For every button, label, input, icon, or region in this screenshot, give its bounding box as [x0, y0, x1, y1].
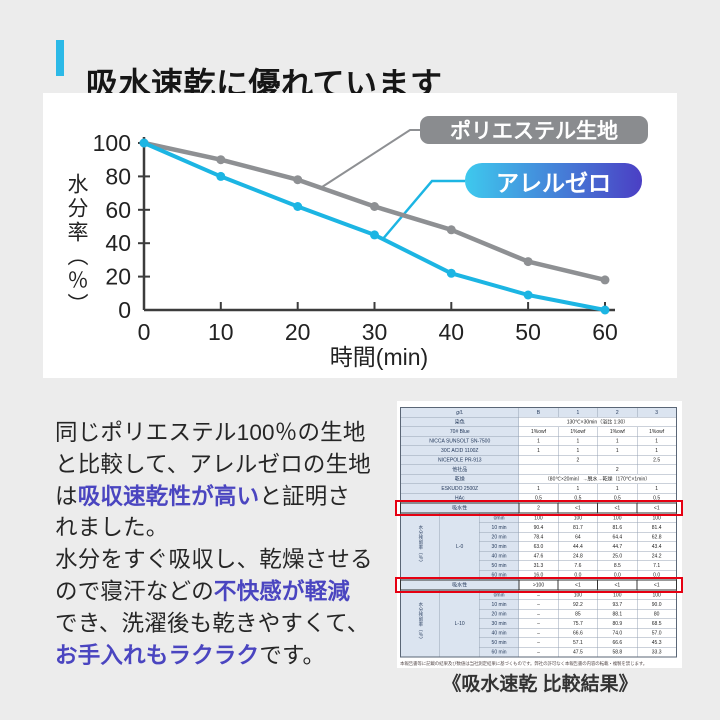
series-polyester: [139, 138, 610, 285]
description-plain-text: と証明さ: [259, 483, 351, 509]
table-row: 10 min 90.4 81.7 81.6 81.4: [401, 522, 677, 533]
svg-text:80: 80: [105, 163, 131, 189]
table-row: 70# Blue 1%owf 1%owf 1%owf 1%owf: [400, 426, 677, 437]
description-plain-text: 同じポリエステル100％の生地: [55, 420, 366, 445]
table-footnote: 本報告書等に記載の結果及び数値は当社測定結果に基づくものです。弊社の許可なく本報…: [400, 661, 648, 666]
result-table-scaled: g/L B 1 2 3 染色 130℃×30min（浴比 1:30） 70# Blue 1%ow…: [400, 407, 678, 667]
svg-text:40: 40: [105, 230, 131, 256]
description-line: は吸収速乾性が高いと証明さ: [55, 481, 405, 513]
description-em-text: 不快感が軽減: [213, 578, 351, 604]
table-row: 30C ACID 1100Z 1 1 1 1: [400, 445, 677, 456]
svg-text:40: 40: [439, 319, 465, 345]
result-table-panel: g/L B 1 2 3 染色 130℃×30min（浴比 1:30） 70# Blue 1%ow…: [394, 401, 683, 668]
x-axis-label: 時間(min): [330, 344, 428, 370]
description-plain-text: ので寝汗などの: [55, 578, 214, 604]
x-tick-labels: 0 10 20 30 40 50 60: [138, 319, 618, 345]
table-row: 水分残留率（％） L-10 0min –100 100 100: [400, 589, 677, 658]
svg-text:50: 50: [515, 319, 541, 345]
table-row: 60 min –47.5 58.8 33.3: [401, 647, 677, 658]
svg-text:100: 100: [93, 130, 131, 156]
svg-text:60: 60: [105, 197, 131, 223]
svg-text:20: 20: [105, 264, 131, 290]
table-row: 20 min –85 88.1 80: [401, 609, 677, 619]
svg-text:60: 60: [592, 319, 618, 345]
description-line: 水分をすぐ吸収し、乾燥させる: [55, 544, 405, 576]
table-header-row: g/L B 1 2 3: [400, 407, 677, 418]
y-axis-label: 水分率（％）: [65, 173, 88, 317]
chart-svg: 0 10 20 30 40 50 60 0 20 40 60 80 100 時間(min): [93, 129, 618, 370]
chart-card: 0 10 20 30 40 50 60 0 20 40 60 80 100 時間(min) 水分率（％） …: [43, 93, 677, 378]
description-plain-text: 水分をすぐ吸収し、乾燥させる: [55, 547, 373, 573]
description-line: でき、洗濯後も乾きやすくて、: [55, 608, 405, 640]
description-plain-text: れました。: [55, 515, 169, 541]
table-row: 染色 130℃×30min（浴比 1:30）: [400, 417, 677, 427]
table-row: 吸水性 2 <1 <1 <1: [400, 502, 677, 514]
table-row: 吸水性 >100 <1 <1 <1: [400, 579, 677, 591]
description-plain-text: は: [55, 483, 78, 509]
table-row: HAc 0.5 0.5 0.5 0.5: [400, 493, 677, 504]
description-line: 同じポリエステル100％の生地: [55, 417, 405, 449]
svg-text:10: 10: [208, 319, 234, 345]
table-row: 他社品 2: [400, 464, 677, 475]
table-row: NICCA SUNSOLT SN-7500 1 1 1 1: [400, 436, 677, 446]
description-plain-text: でき、洗濯後も乾きやすくて、: [55, 610, 370, 636]
description-text: 同じポリエステル100％の生地 と比較して、アレルゼロの生地 は吸収速乾性が高いと証…: [55, 417, 405, 671]
svg-text:0: 0: [138, 319, 151, 345]
legend-polyester-pill: ポリエステル生地: [420, 116, 648, 144]
table-row: 水分残留率（％） L-0 0min 100 100 100 100: [400, 512, 677, 581]
table-row: 50 min 31.3 7.6 8.5 7.1: [401, 560, 677, 571]
table-row: NICEPOLE PR-913 2 2.5: [400, 455, 677, 465]
description-line: ので寝汗などの不快感が軽減: [55, 576, 405, 608]
description-plain-text: と比較して、アレルゼロの生地: [55, 451, 372, 477]
description-em-text: 吸収速乾性が高い: [77, 483, 260, 509]
table-caption: 《吸水速乾 比較結果》: [442, 674, 638, 695]
description-plain-text: です。: [259, 642, 326, 668]
series-allerzero: [139, 138, 610, 315]
description-em-text: お手入れもラクラク: [55, 642, 260, 668]
table-row: ESKUDO 2500Z 1 1 1 1: [400, 483, 677, 494]
y-tick-labels: 0 20 40 60 80 100: [93, 130, 131, 323]
legend-allerzero-pill: アレルゼロ: [465, 163, 642, 198]
svg-text:0: 0: [118, 297, 131, 323]
table-row: 乾燥 （80℃×20min）→脱水→乾燥（170℃×1min）: [400, 474, 677, 484]
table-row: 20 min 78.4 64 64.4 62.8: [401, 532, 677, 542]
svg-text:30: 30: [362, 319, 388, 345]
title-accent-bar: [56, 40, 64, 76]
description-line: と比較して、アレルゼロの生地: [55, 449, 405, 481]
table-row: 30 min –75.7 80.9 68.5: [401, 618, 677, 629]
description-line: れました。: [55, 512, 405, 544]
comparison-table: g/L B 1 2 3 染色 130℃×30min（浴比 1:30） 70# Blue 1%ow…: [400, 407, 677, 658]
description-line: お手入れもラクラクです。: [55, 640, 405, 672]
table-row: 50 min –57.1 66.6 45.3: [401, 637, 677, 648]
table-row: 40 min –66.6 74.0 57.0: [401, 628, 677, 638]
allerzero-callout-line: [381, 179, 465, 241]
svg-text:20: 20: [285, 319, 311, 345]
table-row: 30 min 63.0 44.4 44.7 43.4: [401, 541, 677, 552]
polyester-callout-line: [321, 129, 420, 188]
